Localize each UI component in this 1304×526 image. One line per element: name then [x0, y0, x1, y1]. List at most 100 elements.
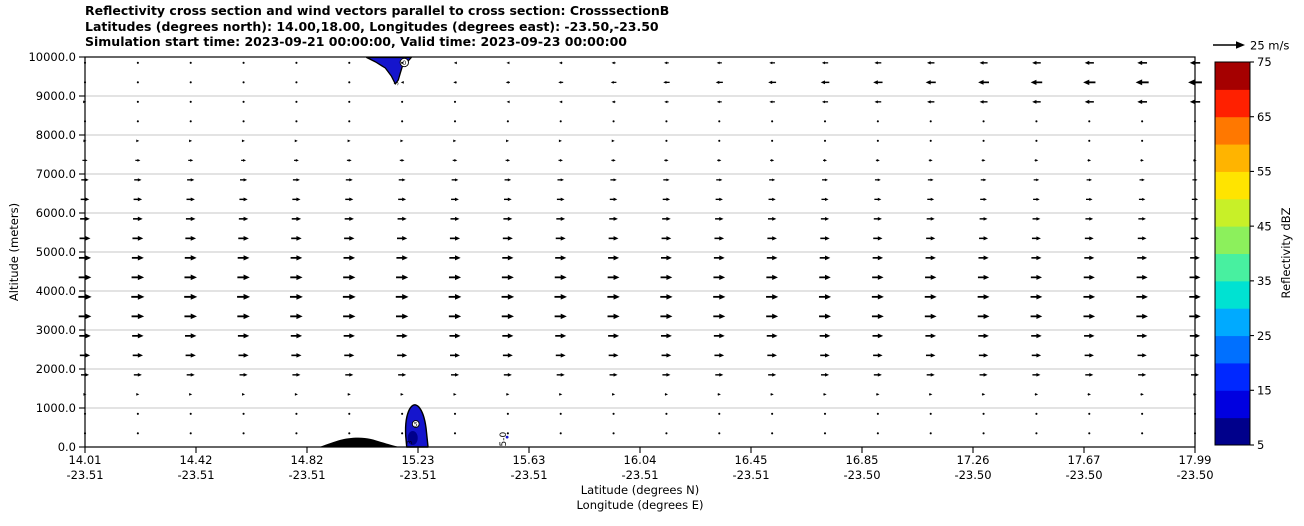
wind-arrow-head — [613, 216, 618, 221]
wind-arrow-dot — [665, 432, 668, 435]
wind-arrow-head — [349, 255, 356, 261]
wind-arrow-head — [242, 393, 246, 396]
wind-arrow-head — [772, 333, 778, 339]
colorbar-tick-label: 25 — [1257, 329, 1272, 343]
wind-arrow-head — [824, 178, 828, 182]
x-tick-label-lon: -23.51 — [66, 468, 103, 482]
wind-arrow-head — [296, 197, 301, 202]
wind-arrow-head — [877, 274, 884, 280]
wind-arrow-head — [507, 274, 514, 281]
wind-arrow-head — [613, 353, 619, 358]
wind-arrow-head — [1137, 99, 1143, 105]
wind-arrow-head — [402, 333, 408, 339]
wind-arrow-dot — [1035, 139, 1038, 142]
wind-arrow-head — [1083, 79, 1090, 86]
wind-arrow-head — [929, 159, 933, 162]
y-axis-label: Altitude (meters) — [7, 203, 21, 301]
wind-arrow-head — [243, 333, 250, 339]
wind-arrow-head — [296, 313, 303, 320]
wind-arrow-head — [717, 393, 721, 396]
x-tick-label-lat: 15.63 — [513, 453, 546, 467]
wind-arrow-head — [772, 178, 776, 182]
wind-arrow-head — [666, 313, 673, 320]
wind-arrow-head — [506, 139, 510, 143]
wind-arrow-dot — [771, 432, 774, 435]
wind-arrow-dot — [1141, 432, 1144, 435]
wind-arrow-head — [190, 255, 197, 261]
wind-arrow-dot — [295, 432, 298, 435]
wind-arrow-head — [983, 197, 987, 201]
wind-arrow-head — [243, 235, 249, 241]
wind-arrow-head — [1195, 197, 1199, 201]
wind-arrow-head — [769, 100, 773, 104]
x-tick-label-lon: -23.51 — [288, 468, 325, 482]
wind-arrow-dot — [189, 432, 192, 435]
wind-arrow-head — [1032, 60, 1037, 65]
wind-arrow-head — [1088, 159, 1092, 162]
wind-arrow-head — [402, 236, 408, 241]
wind-arrow-head — [243, 313, 250, 320]
wind-arrow-head — [560, 373, 565, 377]
wind-arrow-head — [930, 236, 936, 241]
wind-arrow-head — [296, 293, 303, 300]
plot-title-block: Reflectivity cross section and wind vect… — [85, 3, 669, 50]
wind-arrow-head — [507, 373, 512, 377]
wind-arrow-dot — [401, 100, 404, 103]
wind-arrow-head — [716, 61, 720, 65]
wind-arrow-dot — [559, 412, 562, 415]
wind-arrow-dot — [242, 412, 245, 415]
lower-echo-contour-label: 5 — [414, 422, 418, 429]
wind-arrow-head — [1032, 99, 1037, 104]
wind-arrow-dot — [401, 120, 404, 123]
wind-arrow-head — [190, 353, 196, 358]
wind-arrow-head — [559, 159, 563, 162]
wind-arrow-dot — [876, 432, 879, 435]
x-tick-label-lon: -23.50 — [1065, 468, 1102, 482]
wind-arrow-head — [610, 81, 614, 84]
wind-arrow-head — [1036, 333, 1042, 339]
y-tick-label: 8000.0 — [36, 128, 76, 142]
wind-arrow-dot — [453, 432, 457, 435]
wind-arrow-dot — [823, 432, 827, 435]
wind-arrow-dot — [401, 412, 404, 415]
wind-arrow-head — [877, 178, 881, 182]
wind-arrow-dot — [718, 139, 721, 142]
wind-arrow-head — [825, 274, 831, 280]
wind-arrow-head — [402, 197, 407, 202]
colorbar-axis-label: Reflectivity dBZ — [1279, 207, 1293, 298]
wind-arrow-head — [825, 255, 831, 261]
wind-arrow-head — [347, 139, 351, 143]
wind-arrow-dot — [295, 412, 298, 415]
colorbar-segment — [1215, 89, 1250, 118]
wind-arrow-head — [243, 353, 249, 358]
wind-arrow-head — [349, 274, 356, 281]
y-tick-label: 7000.0 — [36, 167, 76, 181]
x-tick-label-lat: 15.23 — [402, 453, 435, 467]
colorbar-segment — [1215, 390, 1250, 419]
wind-arrow-head — [877, 197, 882, 201]
x-tick-label-lon: -23.51 — [732, 468, 769, 482]
wind-arrow-head — [983, 333, 989, 339]
wind-arrow-head — [1195, 333, 1201, 339]
wind-arrow-dot — [823, 412, 827, 415]
wind-arrow-dot — [401, 61, 404, 64]
wind-arrow-dot — [348, 81, 351, 84]
contour-annotation-dot — [505, 435, 509, 439]
colorbar-segment — [1215, 144, 1250, 172]
wind-arrow-head — [772, 373, 777, 377]
wind-arrow-head — [243, 197, 248, 202]
wind-arrow-head — [402, 274, 409, 281]
wind-arrow-head — [1142, 353, 1147, 358]
wind-arrow-dot — [771, 139, 774, 142]
wind-arrow-dot — [612, 120, 615, 123]
wind-arrow-head — [663, 80, 667, 84]
wind-arrow-head — [930, 178, 934, 182]
wind-arrow-dot — [136, 412, 139, 415]
wind-arrow-head — [1142, 274, 1148, 280]
wind-arrow-dot — [665, 139, 668, 142]
wind-arrow-dot — [771, 412, 774, 415]
wind-arrow-head — [825, 333, 831, 339]
wind-arrow-head — [982, 393, 986, 396]
wind-arrow-dot — [136, 100, 139, 103]
wind-arrow-head — [294, 139, 298, 143]
